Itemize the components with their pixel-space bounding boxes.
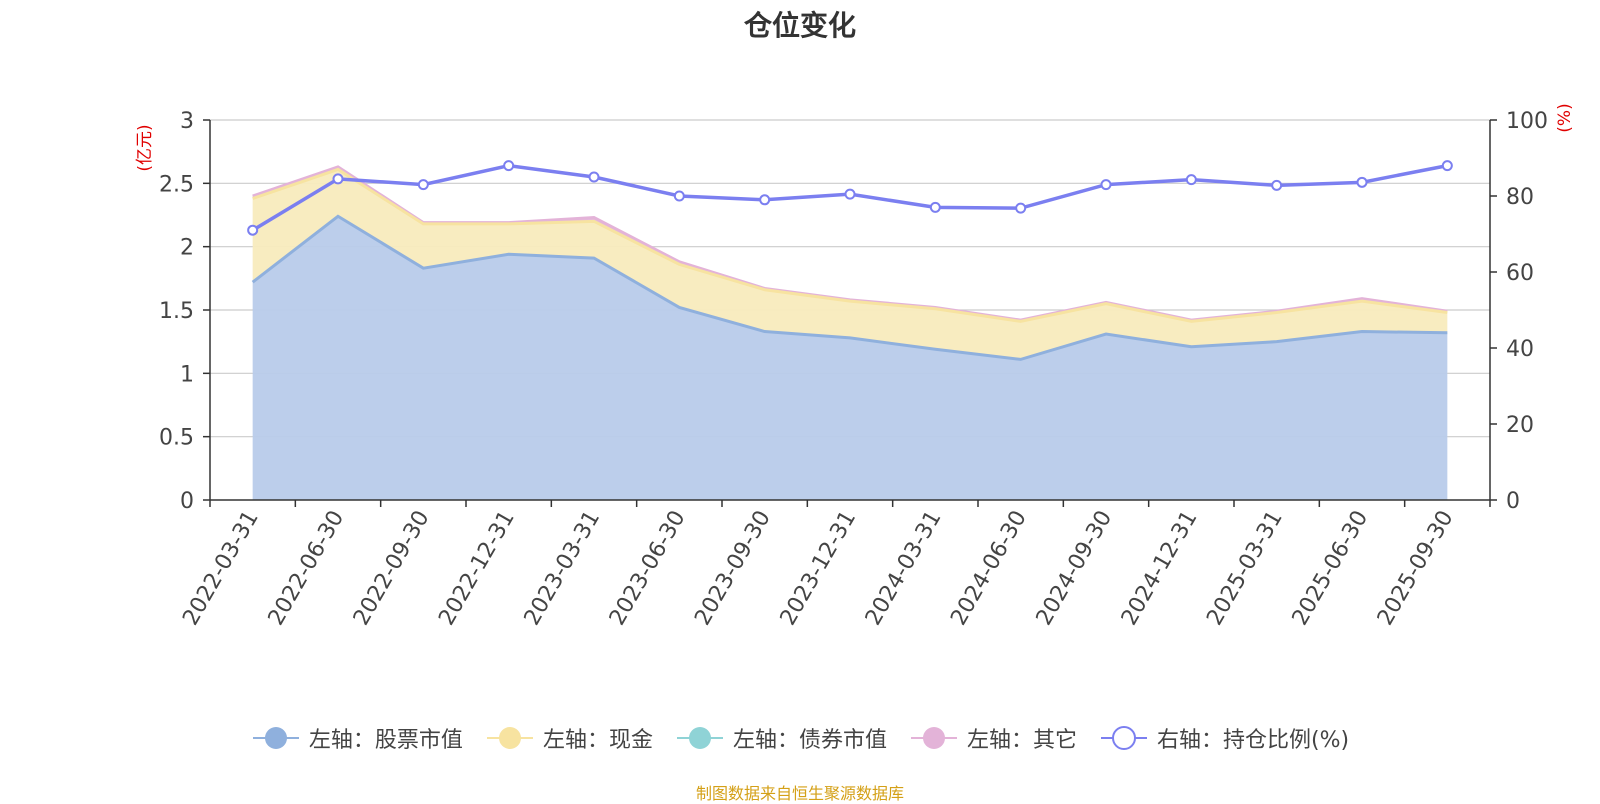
x-tick-label: 2025-03-31 (1202, 507, 1288, 630)
ratio-point (332, 173, 344, 185)
x-tick-label: 2025-09-30 (1373, 507, 1459, 630)
ratio-point (503, 160, 515, 172)
left-tick-label: 1 (180, 362, 194, 387)
area-stock (252, 216, 1448, 500)
left-tick-label: 1.5 (159, 299, 194, 324)
right-tick-label: 100 (1506, 109, 1548, 134)
legend-label-bond: 左轴：债券市值 (732, 728, 887, 753)
x-tick-label: 2023-09-30 (690, 507, 776, 630)
x-tick-label: 2024-06-30 (946, 507, 1032, 630)
legend-marker-stock (252, 727, 299, 749)
source-note: 制图数据来自恒生聚源数据库 (695, 784, 904, 803)
legend-marker-bond (676, 727, 723, 749)
line-cash (252, 167, 1448, 323)
ratio-point (247, 224, 259, 236)
x-tick-label: 2023-03-31 (520, 507, 606, 630)
legend-marker-cash (486, 727, 533, 749)
x-tick-label: 2022-03-31 (178, 507, 264, 630)
x-tick-label: 2024-09-30 (1032, 507, 1118, 630)
legend-label-other: 左轴：其它 (966, 728, 1077, 753)
ratio-point (673, 190, 685, 202)
left-tick-label: 3 (180, 109, 194, 134)
x-tick-label: 2023-12-31 (776, 507, 862, 630)
legend-item-ratio[interactable]: 右轴：持仓比例(%) (1099, 722, 1349, 754)
left-tick-label: 0 (180, 489, 194, 514)
left-tick-label: 2.5 (159, 172, 194, 197)
legend-item-cash[interactable]: 左轴：现金 (485, 722, 653, 754)
legend-label-stock: 左轴：股票市值 (308, 728, 463, 753)
legend-marker-other (910, 727, 957, 749)
x-tick-label: 2022-09-30 (349, 507, 435, 630)
ratio-point (929, 201, 941, 213)
right-tick-label: 40 (1506, 337, 1534, 362)
ratio-point (759, 194, 771, 206)
right-tick-label: 80 (1506, 185, 1534, 210)
x-tick-label: 2023-06-30 (605, 507, 691, 630)
left-axis-unit: (亿元) (135, 124, 155, 171)
legend: 左轴：股票市值 左轴：现金 左轴：债券市值 左轴：其它 (0, 722, 1600, 754)
left-tick-label: 0.5 (159, 426, 194, 451)
right-tick-label: 60 (1506, 261, 1534, 286)
ratio-point (1441, 160, 1453, 172)
ratio-point (844, 188, 856, 200)
legend-item-stock[interactable]: 左轴：股票市值 (251, 722, 463, 754)
left-tick-label: 2 (180, 236, 194, 261)
ratio-point (1271, 179, 1283, 191)
ratio-point (1100, 179, 1112, 191)
legend-item-other[interactable]: 左轴：其它 (909, 722, 1077, 754)
chart-title: 仓位变化 (743, 9, 856, 42)
legend-marker-ratio (1100, 726, 1147, 750)
ratio-point (1356, 176, 1368, 188)
x-tick-label: 2022-06-30 (264, 507, 350, 630)
legend-label-ratio: 右轴：持仓比例(%) (1156, 728, 1350, 753)
ratio-point (1015, 202, 1027, 214)
right-tick-label: 0 (1506, 489, 1520, 514)
x-tick-label: 2024-12-31 (1117, 507, 1203, 630)
x-tick-label: 2022-12-31 (434, 507, 520, 630)
legend-label-cash: 左轴：现金 (542, 728, 653, 753)
line-stock (251, 214, 1448, 361)
ratio-point (588, 171, 600, 183)
ratio-point (417, 179, 429, 191)
x-tick-label: 2024-03-31 (861, 506, 947, 629)
legend-item-bond[interactable]: 左轴：债券市值 (675, 722, 887, 754)
area-cash (252, 169, 1448, 360)
ratio-point (1185, 174, 1197, 186)
x-tick-label: 2025-06-30 (1288, 507, 1374, 630)
right-axis-unit: (%) (1555, 103, 1575, 132)
right-tick-label: 20 (1506, 413, 1534, 438)
